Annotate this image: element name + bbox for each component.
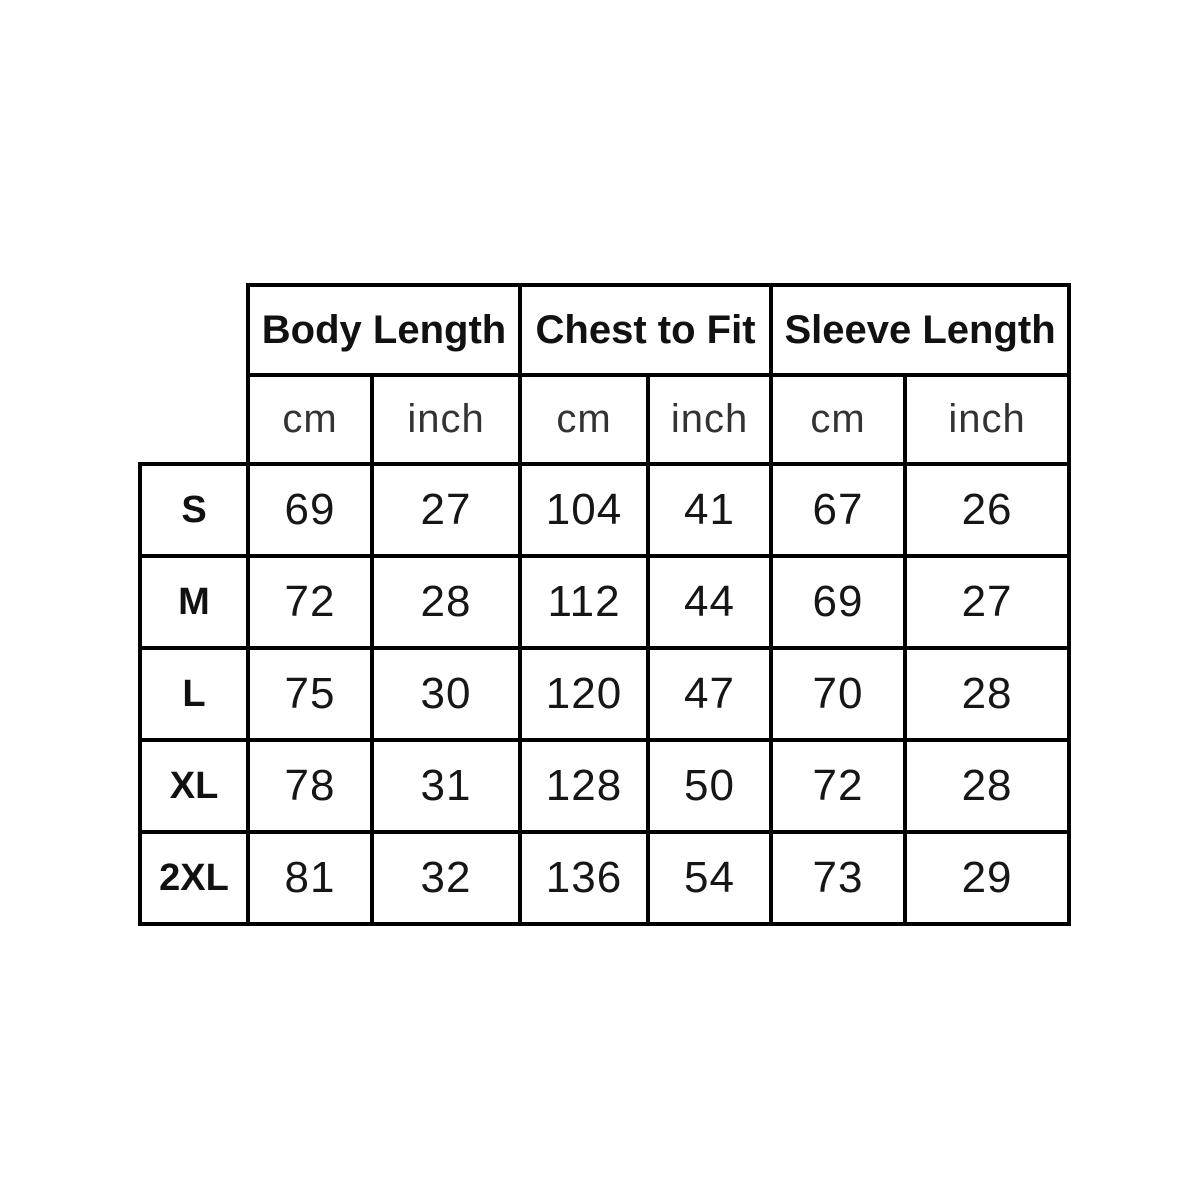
size-label-2xl: 2XL xyxy=(138,830,250,926)
value-cell: 72 xyxy=(769,738,908,834)
value-cell: 78 xyxy=(246,738,374,834)
corner-blank-cell xyxy=(140,285,248,464)
size-label-s: S xyxy=(138,462,250,558)
value-cell: 72 xyxy=(246,554,374,650)
table-row-s: S 69 27 104 41 67 26 xyxy=(138,462,1072,558)
value-cell: 54 xyxy=(646,830,774,926)
size-label-xl: XL xyxy=(138,738,250,834)
value-cell: 136 xyxy=(518,830,651,926)
value-cell: 81 xyxy=(246,830,374,926)
value-cell: 29 xyxy=(903,830,1072,926)
size-chart-table: Body Length Chest to Fit Sleeve Length c… xyxy=(138,283,1072,926)
value-cell: 73 xyxy=(769,830,908,926)
table-row-2xl: 2XL 81 32 136 54 73 29 xyxy=(138,830,1072,926)
column-group-header-row: Body Length Chest to Fit Sleeve Length xyxy=(140,283,1072,377)
unit-header-body-cm: cm xyxy=(246,373,374,466)
value-cell: 47 xyxy=(646,646,774,742)
value-cell: 28 xyxy=(369,554,523,650)
value-cell: 69 xyxy=(246,462,374,558)
size-label-l: L xyxy=(138,646,250,742)
value-cell: 50 xyxy=(646,738,774,834)
column-group-chest-to-fit: Chest to Fit xyxy=(518,283,774,377)
size-label-m: M xyxy=(138,554,250,650)
value-cell: 28 xyxy=(903,646,1072,742)
unit-header-row: cm inch cm inch cm inch xyxy=(140,373,1072,466)
table-row-m: M 72 28 112 44 69 27 xyxy=(138,554,1072,650)
unit-header-sleeve-cm: cm xyxy=(769,373,908,466)
unit-header-body-inch: inch xyxy=(369,373,523,466)
table-row-xl: XL 78 31 128 50 72 28 xyxy=(138,738,1072,834)
value-cell: 104 xyxy=(518,462,651,558)
value-cell: 27 xyxy=(903,554,1072,650)
value-cell: 120 xyxy=(518,646,651,742)
column-group-body-length: Body Length xyxy=(245,283,523,377)
value-cell: 128 xyxy=(518,738,651,834)
value-cell: 67 xyxy=(769,462,908,558)
value-cell: 26 xyxy=(903,462,1072,558)
value-cell: 31 xyxy=(369,738,523,834)
value-cell: 44 xyxy=(646,554,774,650)
value-cell: 32 xyxy=(369,830,523,926)
value-cell: 30 xyxy=(369,646,523,742)
value-cell: 112 xyxy=(518,554,651,650)
unit-header-chest-cm: cm xyxy=(518,373,651,466)
value-cell: 41 xyxy=(646,462,774,558)
value-cell: 28 xyxy=(903,738,1072,834)
value-cell: 27 xyxy=(369,462,523,558)
value-cell: 70 xyxy=(769,646,908,742)
value-cell: 69 xyxy=(769,554,908,650)
value-cell: 75 xyxy=(246,646,374,742)
unit-header-sleeve-inch: inch xyxy=(903,373,1072,466)
column-group-sleeve-length: Sleeve Length xyxy=(769,283,1072,377)
table-row-l: L 75 30 120 47 70 28 xyxy=(138,646,1072,742)
unit-header-chest-inch: inch xyxy=(646,373,774,466)
